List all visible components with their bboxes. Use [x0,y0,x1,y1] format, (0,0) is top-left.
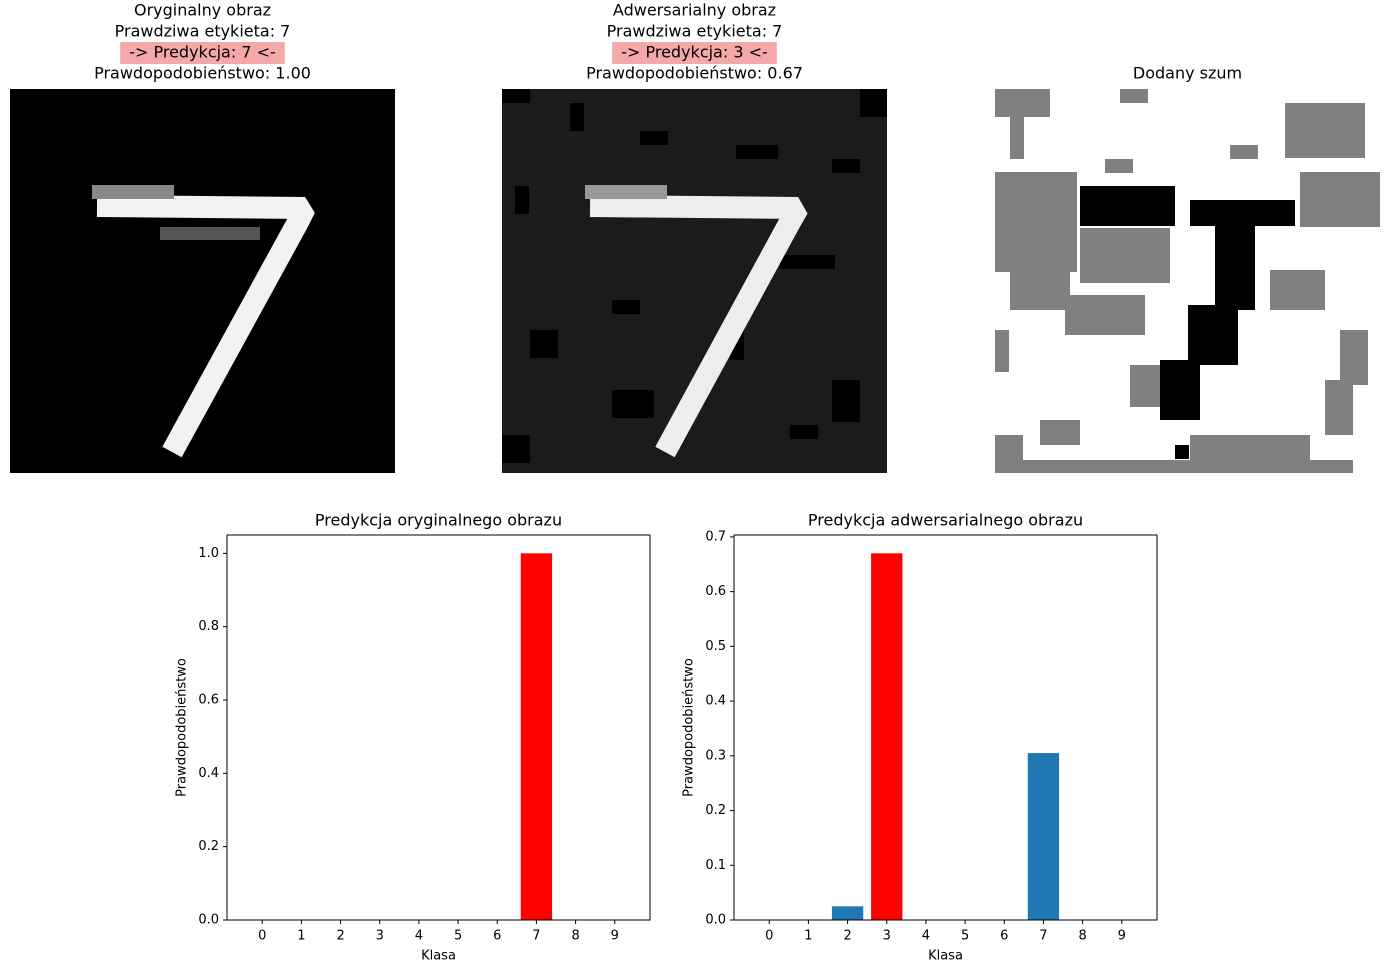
x-tick-label: 2 [336,929,344,944]
x-tick-label: 8 [1078,929,1086,944]
x-tick-label: 4 [922,929,930,944]
x-tick-label: 1 [804,929,812,944]
y-tick-label: 0.0 [705,913,726,928]
bar [871,553,903,920]
prediction-text: -> Predykcja: 3 <- [621,43,768,62]
x-axis-label: Klasa [421,949,456,964]
axes-frame [733,534,1158,921]
y-axis-label: Prawdopodobieństwo [175,658,190,797]
y-tick-label: 0.4 [198,766,219,781]
x-tick-label: 7 [532,929,540,944]
y-tick-label: 0.5 [705,639,726,654]
x-tick-label: 9 [611,929,619,944]
digit-shade [585,185,667,199]
noise-dark-pixels [1080,186,1295,459]
y-tick-label: 0.4 [705,694,726,709]
y-tick-label: 0.6 [198,693,219,708]
title: Adwersarialny obraz [613,1,776,20]
digit-shade [92,185,174,199]
title: Oryginalny obraz [134,1,271,20]
x-tick-label: 6 [1000,929,1008,944]
probability-text: Prawdopodobieństwo: 0.67 [586,64,803,83]
adversarial-image [502,89,887,473]
x-tick-label: 8 [571,929,579,944]
y-axis-label: Prawdopodobieństwo [682,658,697,797]
x-tick-label: 9 [1118,929,1126,944]
x-tick-label: 0 [765,929,773,944]
x-tick-label: 0 [258,929,266,944]
probability-text: Prawdopodobieństwo: 1.00 [94,64,311,83]
x-tick-label: 3 [376,929,384,944]
y-tick-label: 0.3 [705,748,726,763]
x-tick-label: 3 [883,929,891,944]
noise-image [995,89,1380,473]
y-tick-label: 0.6 [705,584,726,599]
x-tick-label: 2 [843,929,851,944]
title: Dodany szum [1133,64,1242,83]
bar [831,906,864,920]
prediction-highlight [120,42,285,64]
bar [520,553,553,920]
y-tick-label: 0.2 [198,839,219,854]
axes-frame [226,534,651,921]
bar [1027,753,1060,920]
x-axis-label: Klasa [928,949,963,964]
y-tick-label: 1.0 [198,546,219,561]
y-tick-label: 0.1 [705,858,726,873]
chart-title: Predykcja adwersarialnego obrazu [808,511,1083,530]
digit-stroke [589,195,808,458]
x-tick-label: 6 [493,929,501,944]
x-tick-label: 5 [454,929,462,944]
original-image [10,89,395,473]
y-tick-label: 0.8 [198,619,219,634]
y-tick-label: 0.0 [198,913,219,928]
digit-shade [160,227,260,240]
noise-pixels [995,89,1380,473]
chart-title: Predykcja oryginalnego obrazu [315,511,562,530]
y-tick-label: 0.7 [705,529,726,544]
x-tick-label: 4 [415,929,423,944]
prediction-text: -> Predykcja: 7 <- [129,43,276,62]
x-tick-label: 5 [961,929,969,944]
x-tick-label: 7 [1039,929,1047,944]
prediction-highlight [612,42,777,64]
y-tick-label: 0.2 [705,803,726,818]
true-label-text: Prawdziwa etykieta: 7 [115,22,291,41]
true-label-text: Prawdziwa etykieta: 7 [607,22,783,41]
digit-stroke [96,195,315,458]
x-tick-label: 1 [297,929,305,944]
